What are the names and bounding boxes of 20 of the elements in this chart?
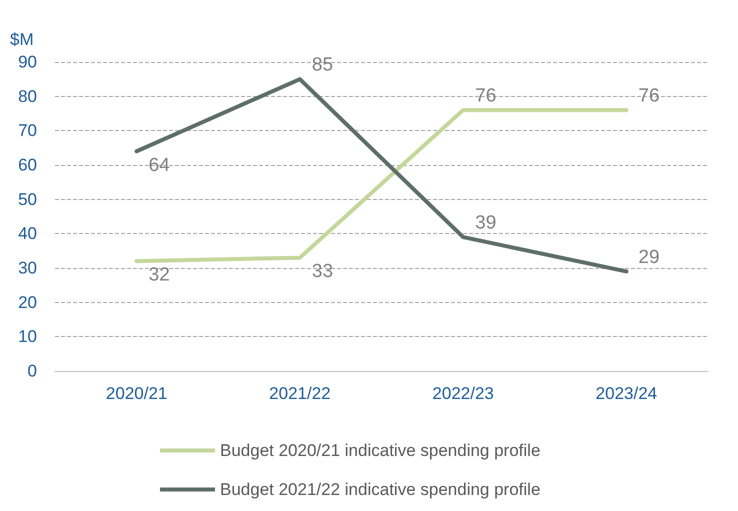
data-label: 39 (475, 212, 496, 234)
y-tick-label: 70 (18, 121, 37, 140)
y-tick-label: 30 (18, 258, 37, 278)
y-tick-label: 40 (18, 224, 37, 244)
y-tick-label: 80 (18, 86, 37, 106)
x-tick-label: 2022/23 (432, 384, 494, 403)
y-tick-label: 50 (18, 190, 37, 209)
y-tick-label: 60 (18, 156, 37, 174)
y-tick-label: 20 (18, 292, 37, 312)
x-tick-label: 2023/24 (596, 384, 658, 403)
data-label: 29 (638, 246, 660, 268)
y-tick-label: 0 (28, 362, 37, 380)
x-tick-label: 2020/21 (106, 384, 168, 403)
y-axis-title: $M (10, 30, 34, 49)
x-tick-label: 2021/22 (269, 384, 331, 403)
data-label: 32 (148, 264, 170, 286)
legend-label: Budget 2021/22 indicative spending profile (220, 480, 540, 499)
legend-label: Budget 2020/21 indicative spending profile (220, 441, 540, 460)
y-tick-label: 90 (18, 52, 37, 72)
y-tick-label: 10 (18, 327, 37, 346)
